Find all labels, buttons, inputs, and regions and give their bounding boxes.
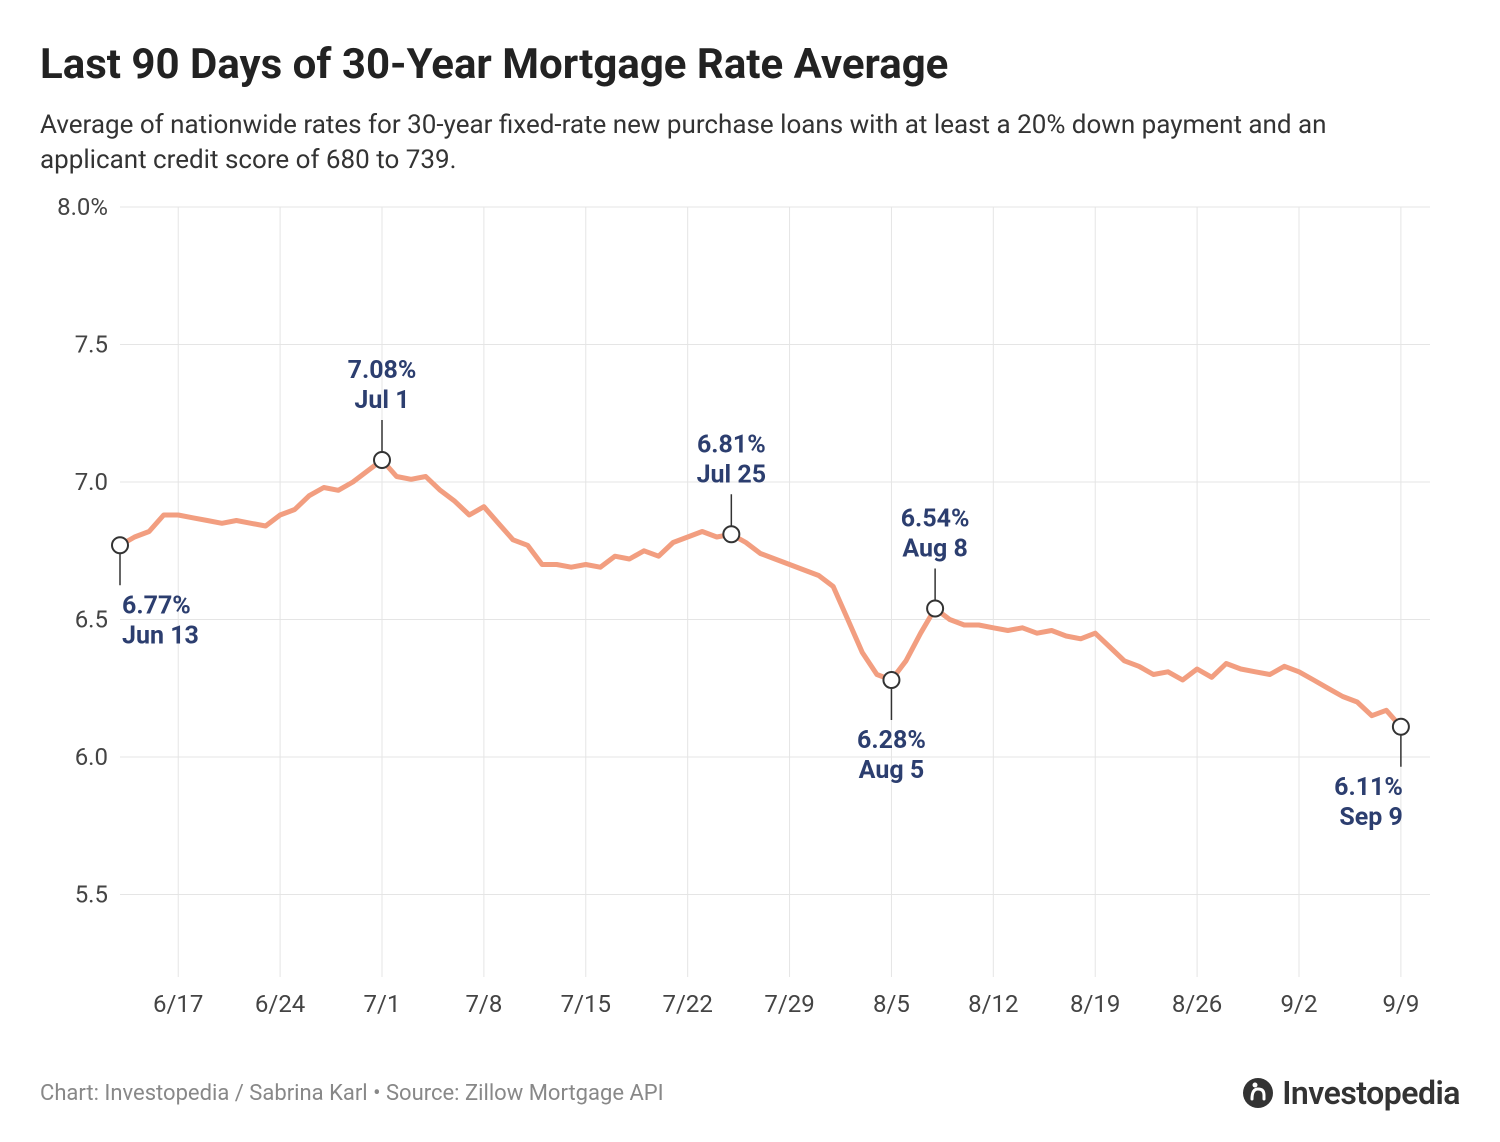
annotation-pct: 6.11%	[1334, 772, 1403, 801]
x-axis-label: 7/29	[764, 990, 814, 1018]
brand-logo: Investopedia	[1242, 1074, 1460, 1112]
x-axis-label: 8/12	[968, 990, 1018, 1018]
annotation-marker	[927, 600, 943, 616]
chart-page: Last 90 Days of 30-Year Mortgage Rate Av…	[0, 0, 1500, 1142]
annotation-marker	[112, 537, 128, 553]
annotation-date: Jul 1	[354, 386, 409, 415]
brand-text: Investopedia	[1282, 1074, 1460, 1112]
annotation-pct: 6.54%	[901, 504, 970, 533]
y-axis-label: 8.0%	[57, 197, 108, 221]
annotation-marker	[883, 672, 899, 688]
annotation-marker	[1393, 718, 1409, 734]
footer: Chart: Investopedia / Sabrina Karl • Sou…	[40, 1074, 1460, 1112]
annotation-date: Jun 13	[122, 621, 199, 650]
line-chart: 8.0% 7.5 7.0 6.5 6.0 5.5 6/17 6/24 7/1 7/8 7/15 7/2…	[40, 197, 1460, 1027]
rate-line	[120, 460, 1401, 727]
x-axis-label: 7/8	[465, 990, 502, 1018]
annotation-pct: 6.81%	[697, 430, 766, 459]
annotation-pct: 6.28%	[857, 726, 926, 755]
annotation-date: Aug 5	[859, 756, 925, 785]
annotation-date: Aug 8	[902, 534, 968, 563]
annotation-pct: 6.77%	[122, 591, 191, 620]
y-axis-label: 7.0	[75, 468, 108, 496]
y-axis-label: 7.5	[75, 330, 108, 358]
brand-icon	[1242, 1077, 1274, 1109]
x-axis-label: 7/1	[364, 990, 401, 1018]
page-subtitle: Average of nationwide rates for 30-year …	[40, 108, 1340, 178]
page-title: Last 90 Days of 30-Year Mortgage Rate Av…	[40, 40, 1460, 90]
credit-text: Chart: Investopedia / Sabrina Karl • Sou…	[40, 1081, 664, 1106]
annotation-marker	[723, 526, 739, 542]
annotation-marker	[374, 452, 390, 468]
chart-container: 8.0% 7.5 7.0 6.5 6.0 5.5 6/17 6/24 7/1 7/8 7/15 7/2…	[40, 197, 1460, 1027]
x-axis-label: 6/17	[153, 990, 203, 1018]
x-axis-label: 6/24	[255, 990, 305, 1018]
annotation-date: Jul 25	[697, 460, 766, 489]
x-axis-label: 9/2	[1281, 990, 1318, 1018]
y-axis-label: 5.5	[75, 880, 108, 908]
x-axis-label: 8/26	[1172, 990, 1222, 1018]
annotation-date: Sep 9	[1339, 802, 1403, 831]
x-axis-label: 8/19	[1070, 990, 1120, 1018]
x-axis-label: 9/9	[1382, 990, 1419, 1018]
x-axis-label: 8/5	[873, 990, 910, 1018]
x-axis-label: 7/15	[561, 990, 611, 1018]
x-axis-label: 7/22	[662, 990, 712, 1018]
annotation-pct: 7.08%	[348, 356, 417, 385]
y-axis-label: 6.5	[75, 605, 108, 633]
y-axis-label: 6.0	[75, 743, 108, 771]
